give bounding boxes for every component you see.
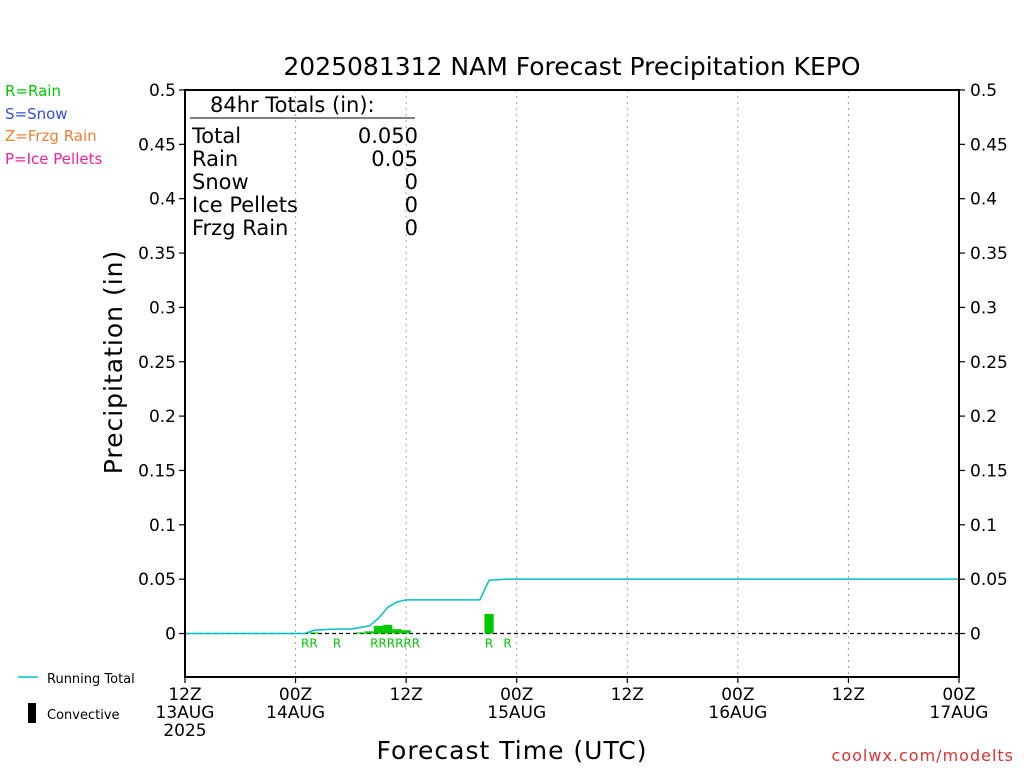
totals-value-rain: 0.05 — [371, 147, 418, 171]
y-tick-label-left: 0.2 — [149, 407, 176, 427]
x-tick-label: 12Z — [611, 685, 644, 705]
y-tick-label-right: 0.3 — [970, 298, 997, 318]
y-tick-label-left: 0.1 — [149, 516, 176, 536]
totals-heading: 84hr Totals (in): — [210, 93, 375, 117]
y-tick-label-left: 0.3 — [149, 298, 176, 318]
precip-bar — [309, 632, 319, 634]
precip-bar — [401, 630, 411, 634]
x-tick-label: 00Z — [279, 685, 312, 705]
precip-bar — [383, 624, 393, 634]
y-tick-label-left: 0.35 — [138, 244, 176, 264]
x-tick-label: 00Z — [500, 685, 533, 705]
x-tick-label: 00Z — [942, 685, 975, 705]
y-tick-label-right: 0.1 — [970, 516, 997, 536]
totals-box: 84hr Totals (in): Total 0.050 Rain 0.05 … — [190, 93, 418, 240]
totals-label-frzg-rain: Frzg Rain — [192, 216, 288, 240]
y-tick-label-right: 0.05 — [970, 570, 1008, 590]
x-axis-title: Forecast Time (UTC) — [377, 736, 648, 765]
y-tick-label-left: 0 — [165, 625, 176, 645]
running-total-layer — [185, 578, 959, 635]
convective-swatch — [28, 703, 36, 723]
y-tick-label-right: 0.5 — [970, 81, 997, 101]
x-tick-label: 16AUG — [708, 703, 767, 723]
precip-type-label: R — [485, 637, 493, 651]
x-tick-label: 12Z — [832, 685, 865, 705]
y-tick-label-right: 0.15 — [970, 461, 1008, 481]
series-legend: Running Total Convective — [18, 672, 135, 723]
precip-type-label: R — [333, 637, 341, 651]
precip-type-label: RRRRRR — [370, 637, 420, 651]
precip-bar — [484, 613, 494, 634]
precip-bar — [364, 631, 374, 634]
totals-value-snow: 0 — [405, 170, 418, 194]
y-tick-label-left: 0.25 — [138, 353, 176, 373]
x-tick-label: 12Z — [168, 685, 201, 705]
legend-frzg-rain: Z=Frzg Rain — [5, 127, 97, 145]
precip-bar — [392, 629, 402, 634]
x-tick-label: 2025 — [163, 721, 206, 741]
y-tick-label-right: 0 — [970, 625, 981, 645]
totals-value-ice-pellets: 0 — [405, 193, 418, 217]
y-axis-ticks: 0 00.05 0.050.1 0.10.15 0.150.2 0.20.25 0.250.… — [138, 81, 1008, 645]
y-axis-title: Precipitation (in) — [99, 250, 128, 475]
precip-bar — [355, 632, 365, 634]
precip-type-label: R — [503, 637, 511, 651]
y-tick-label-left: 0.15 — [138, 461, 176, 481]
totals-label-ice-pellets: Ice Pellets — [192, 193, 298, 217]
legend-convective: Convective — [47, 708, 120, 723]
totals-value-frzg-rain: 0 — [405, 216, 418, 240]
precip-type-label: RR — [301, 637, 318, 651]
x-tick-label: 14AUG — [266, 703, 325, 723]
totals-value-total: 0.050 — [358, 124, 418, 148]
y-tick-label-right: 0.35 — [970, 244, 1008, 264]
y-tick-label-left: 0.5 — [149, 81, 176, 101]
totals-label-rain: Rain — [192, 147, 238, 171]
y-tick-label-left: 0.45 — [138, 135, 176, 155]
y-tick-label-right: 0.2 — [970, 407, 997, 427]
legend-snow: S=Snow — [5, 105, 68, 123]
credit-text: coolwx.com/modelts — [832, 746, 1014, 765]
x-tick-label: 15AUG — [487, 703, 546, 723]
y-tick-label-left: 0.05 — [138, 570, 176, 590]
totals-label-total: Total — [191, 124, 241, 148]
y-tick-label-right: 0.4 — [970, 190, 997, 210]
y-tick-label-right: 0.25 — [970, 353, 1008, 373]
legend-running-total: Running Total — [47, 672, 135, 687]
x-tick-label: 12Z — [390, 685, 423, 705]
plot-frame — [184, 89, 960, 678]
legend-ice-pellets: P=Ice Pellets — [5, 150, 102, 168]
precip-type-labels: RR R RRRRRR R R — [301, 637, 512, 651]
precip-bars — [309, 613, 494, 634]
legend-rain: R=Rain — [5, 82, 61, 100]
y-tick-label-left: 0.4 — [149, 190, 176, 210]
x-tick-label: 13AUG — [156, 703, 215, 723]
y-tick-label-right: 0.45 — [970, 135, 1008, 155]
totals-label-snow: Snow — [192, 170, 249, 194]
chart-title: 2025081312 NAM Forecast Precipitation KE… — [283, 52, 860, 81]
running-total-line — [185, 578, 959, 635]
precip-type-legend: R=Rain S=Snow Z=Frzg Rain P=Ice Pellets — [5, 82, 102, 168]
x-tick-label: 00Z — [721, 685, 754, 705]
x-tick-label: 17AUG — [930, 703, 989, 723]
grid-lines — [185, 90, 959, 677]
precip-bar — [373, 625, 384, 634]
